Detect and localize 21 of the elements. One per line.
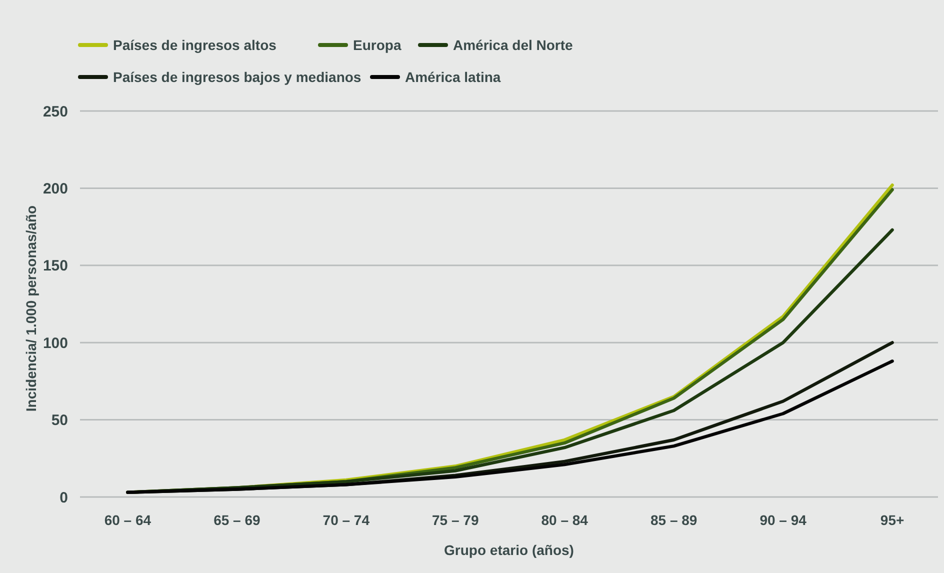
x-axis-title: Grupo etario (años) bbox=[444, 542, 574, 558]
x-tick-label: 95+ bbox=[880, 512, 904, 528]
y-axis-title: Incidencia/ 1.000 personas/año bbox=[23, 205, 39, 412]
y-tick-label: 100 bbox=[42, 334, 68, 352]
y-tick-label: 200 bbox=[42, 180, 68, 198]
legend-label: América latina bbox=[405, 68, 501, 85]
legend-label: Países de ingresos altos bbox=[113, 36, 277, 53]
legend-label: Países de ingresos bajos y medianos bbox=[113, 68, 362, 85]
y-tick-label: 50 bbox=[51, 412, 68, 430]
legend-label: Europa bbox=[353, 36, 402, 53]
x-tick-label: 80 – 84 bbox=[541, 512, 588, 528]
x-tick-label: 90 – 94 bbox=[760, 512, 807, 528]
y-tick-label: 250 bbox=[42, 103, 68, 120]
x-tick-label: 60 – 64 bbox=[104, 512, 152, 528]
x-tick-label: 75 – 79 bbox=[432, 512, 479, 528]
y-tick-label: 0 bbox=[60, 489, 68, 506]
x-tick-label: 70 – 74 bbox=[322, 512, 370, 528]
x-tick-label: 65 – 69 bbox=[214, 512, 260, 528]
legend-label: América del Norte bbox=[453, 36, 574, 53]
y-tick-label: 150 bbox=[42, 258, 68, 275]
x-tick-label: 85 – 89 bbox=[650, 512, 698, 528]
